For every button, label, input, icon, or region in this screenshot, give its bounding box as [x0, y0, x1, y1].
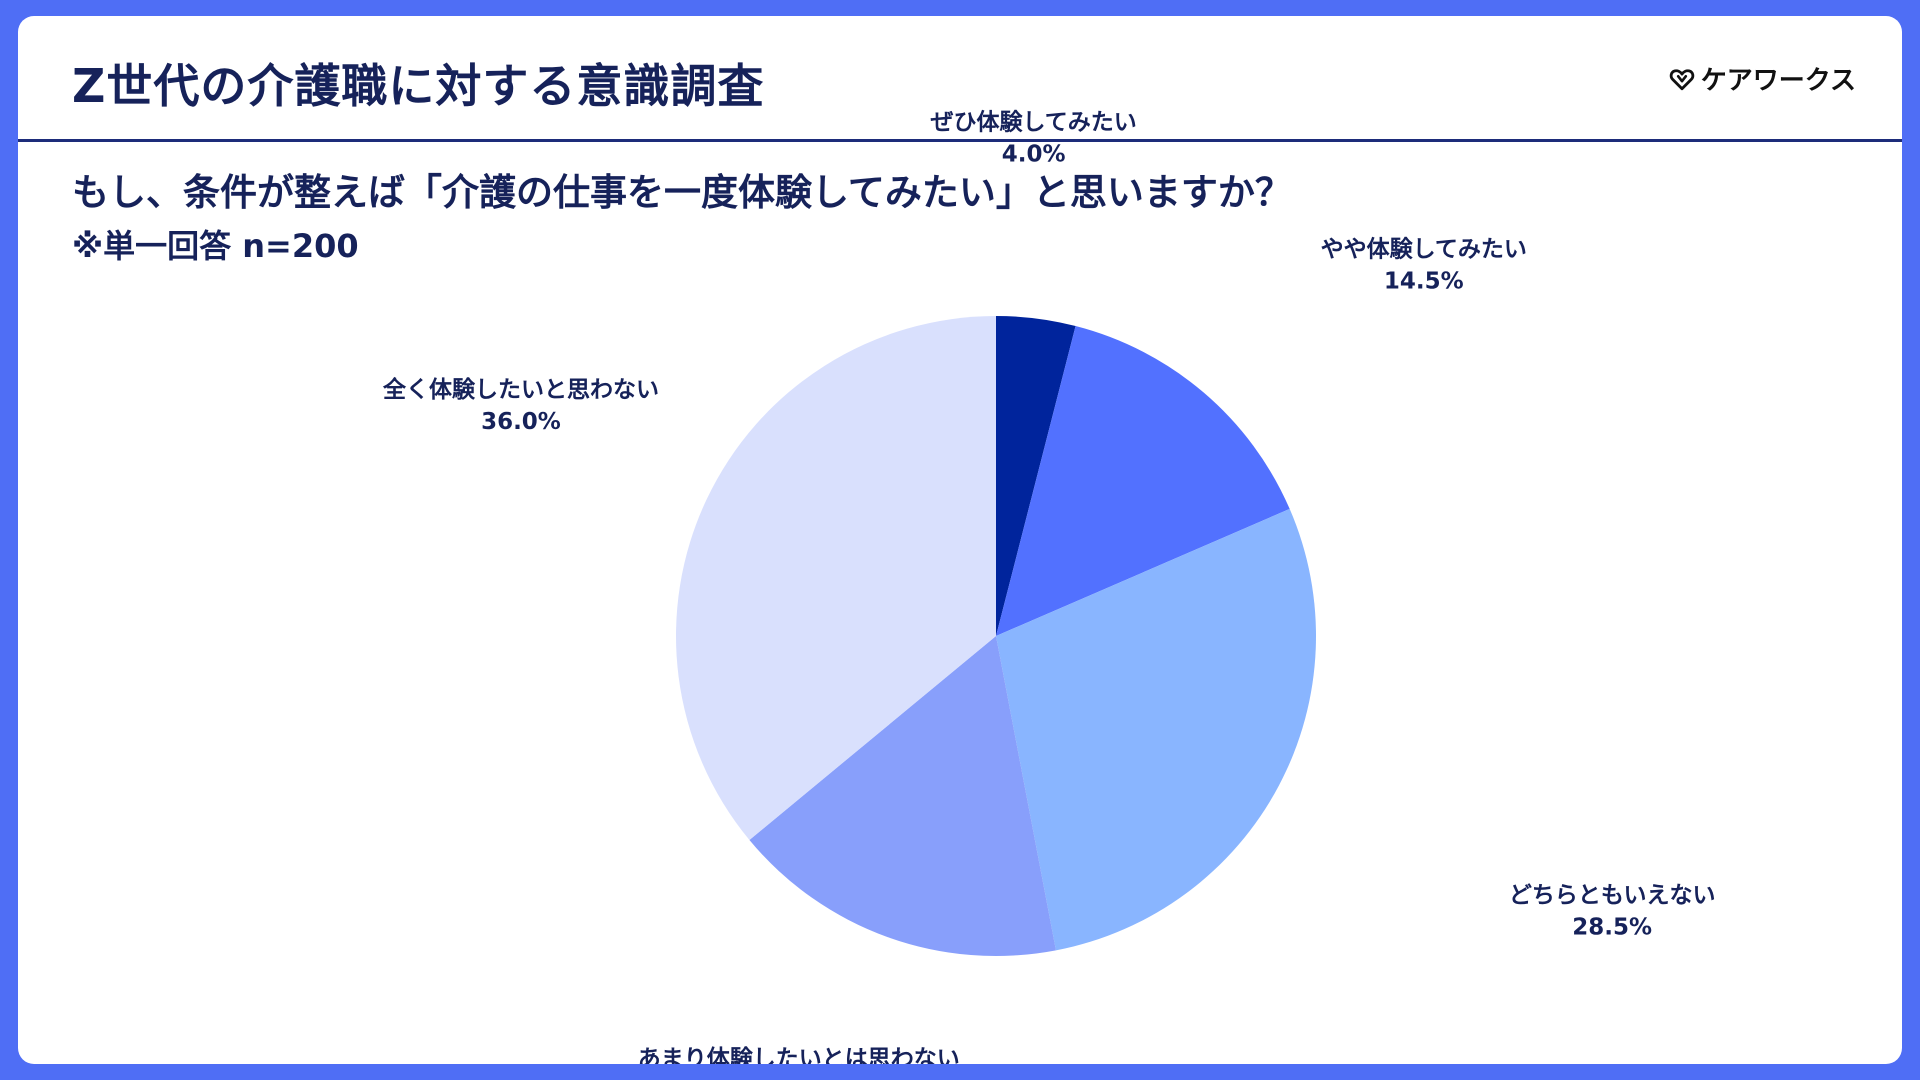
- chart-card: Z世代の介護職に対する意識調査 ケアワークス もし、条件が整えば「介護の仕事を一…: [18, 16, 1902, 1064]
- slice-value-label: 36.0%: [481, 409, 561, 435]
- slice-value-label: 14.5%: [1384, 269, 1464, 295]
- heart-icon: [1669, 66, 1695, 92]
- header: Z世代の介護職に対する意識調査 ケアワークス: [18, 16, 1902, 142]
- pie-slice: [676, 316, 996, 840]
- question-text: もし、条件が整えば「介護の仕事を一度体験してみたい」と思いますか？: [72, 171, 1292, 214]
- pie-slice: [749, 636, 1056, 956]
- pie-chart: ぜひ体験してみたい 4.0% やや体験してみたい 14.5% どちらともいえない 28.5…: [382, 109, 1715, 1064]
- slice-label: 全く体験したいと思わない: [382, 376, 659, 403]
- sample-note: ※単一回答 n=200: [72, 227, 359, 265]
- pie-slice: [996, 316, 1076, 636]
- pie-slice: [996, 508, 1317, 951]
- slice-label: あまり体験したいとは思わない: [638, 1046, 960, 1064]
- pie-slices: [676, 316, 1317, 956]
- pie-labels: ぜひ体験してみたい 4.0% やや体験してみたい 14.5% どちらともいえない 28.5…: [382, 109, 1715, 1064]
- slice-value-label: 4.0%: [1002, 141, 1066, 167]
- slice-label: やや体験してみたい: [1321, 237, 1527, 263]
- pie-slice: [996, 326, 1290, 636]
- page-title: Z世代の介護職に対する意識調査: [72, 59, 765, 113]
- slice-label: どちらともいえない: [1509, 883, 1716, 909]
- slice-value-label: 28.5%: [1572, 915, 1652, 941]
- brand-logo: ケアワークス: [1669, 60, 1856, 97]
- logo-text: ケアワークス: [1700, 66, 1856, 96]
- slice-label: ぜひ体験してみたい: [930, 109, 1136, 135]
